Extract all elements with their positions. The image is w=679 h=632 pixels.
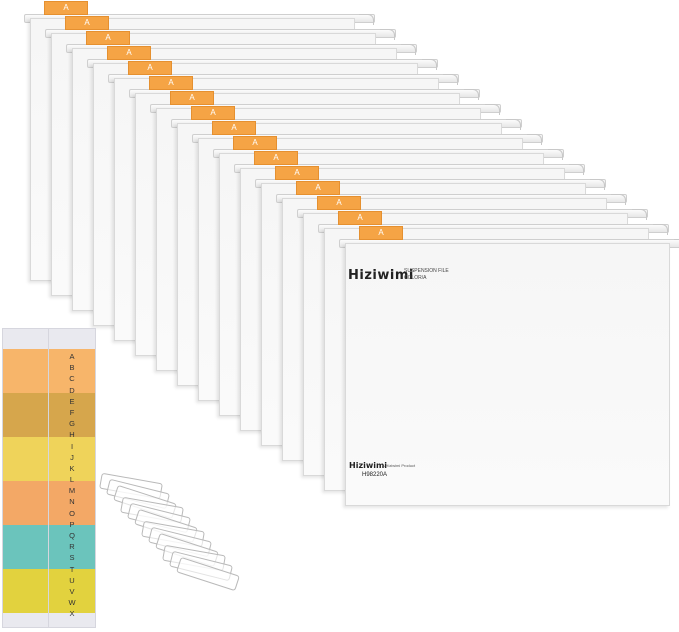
alphabet-letter: S: [69, 553, 75, 563]
product-color-label: COLOR/A: [404, 275, 427, 281]
label-color-band: [3, 437, 49, 481]
rod-hook-icon: [380, 29, 395, 40]
rod-hook-icon: [359, 14, 374, 25]
alphabet-letter: C: [69, 374, 75, 384]
rod-hook-icon: [422, 59, 437, 70]
alphabet-letter: U: [69, 575, 75, 585]
label-color-band: [3, 525, 49, 569]
alphabet-letter: I: [70, 441, 74, 451]
label-color-band: [49, 393, 95, 437]
alphabet-letter: X: [69, 609, 75, 619]
folder-tab: A: [149, 76, 193, 90]
rod-hook-icon: [674, 239, 679, 250]
alphabet-letter: O: [69, 508, 75, 518]
folder-tab: A: [338, 211, 382, 225]
alphabet-letter: G: [69, 419, 75, 429]
rod-hook-icon: [548, 149, 563, 160]
folder-tab: A: [359, 226, 403, 240]
brand-logo-small: Hiziwimi: [349, 461, 388, 470]
label-color-band: [3, 481, 49, 525]
folder-tab: A: [254, 151, 298, 165]
alphabet-letter: N: [69, 497, 75, 507]
model-number: H98220A: [362, 472, 388, 478]
alphabet-letter: R: [69, 542, 75, 552]
brand-tagline: A Hiziwimi Product: [382, 463, 416, 468]
folder-tab: A: [86, 31, 130, 45]
alphabet-letter: P: [69, 519, 75, 529]
label-color-band: [3, 393, 49, 437]
rod-hook-icon: [611, 194, 626, 205]
blank-label-strip: [2, 328, 50, 628]
label-color-band: [49, 481, 95, 525]
alphabet-letter: M: [68, 486, 76, 496]
rod-hook-icon: [527, 134, 542, 145]
hanging-file-folder: [345, 243, 670, 506]
alphabet-letter: D: [69, 385, 75, 395]
alphabet-letter: A: [69, 352, 75, 361]
rod-hook-icon: [464, 89, 479, 100]
rod-hook-icon: [485, 104, 500, 115]
product-line-label: SUSPENSION FILE: [404, 268, 449, 274]
folder-tab: A: [44, 1, 88, 15]
rod-hook-icon: [401, 44, 416, 55]
rod-hook-icon: [443, 74, 458, 85]
label-color-band: [3, 569, 49, 613]
alphabet-letter: L: [69, 475, 75, 485]
folder-tab: A: [212, 121, 256, 135]
rod-hook-icon: [653, 224, 668, 235]
folder-tab: A: [296, 181, 340, 195]
alphabet-letter: B: [69, 363, 75, 373]
alphabet-letter: H: [69, 430, 75, 440]
folder-tab: A: [128, 61, 172, 75]
alphabet-letter: W: [68, 598, 76, 608]
alphabet-letter: Q: [69, 531, 75, 540]
label-color-band: [49, 349, 95, 393]
alphabet-letter: J: [70, 452, 74, 462]
label-color-band: [49, 525, 95, 569]
rod-hook-icon: [632, 209, 647, 220]
alphabet-letter: T: [69, 564, 75, 574]
folder-tab: A: [65, 16, 109, 30]
label-color-band: [3, 349, 49, 393]
rod-hook-icon: [506, 119, 521, 130]
folder-tab: A: [275, 166, 319, 180]
rod-hook-icon: [569, 164, 584, 175]
folder-tab: A: [191, 106, 235, 120]
brand-logo: Hiziwimi: [348, 268, 414, 283]
folder-tab: A: [233, 136, 277, 150]
folder-tab: A: [170, 91, 214, 105]
label-color-band: [49, 569, 95, 613]
alphabet-letter: K: [69, 463, 75, 473]
rod-hook-icon: [590, 179, 605, 190]
label-color-band: [49, 437, 95, 481]
folder-tab: A: [107, 46, 151, 60]
alphabet-letter: V: [69, 586, 75, 596]
alphabet-letter: F: [69, 407, 75, 417]
alphabet-letter: E: [69, 396, 75, 406]
folder-tab: A: [317, 196, 361, 210]
